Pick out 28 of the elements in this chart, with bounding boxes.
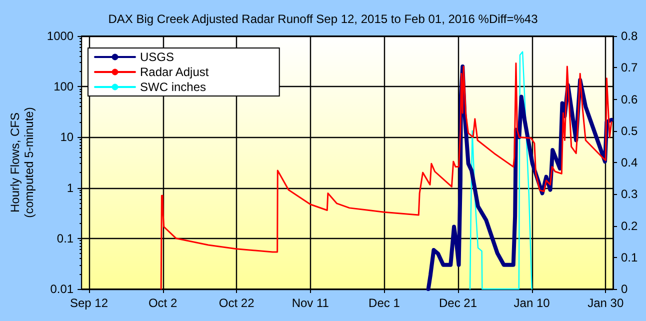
- y2-tick-label: 0: [621, 282, 628, 296]
- y-tick-label: 1: [66, 180, 74, 195]
- legend-label: SWC inches: [140, 80, 206, 94]
- y-tick-label: 10: [60, 130, 74, 144]
- legend-label: USGS: [140, 50, 174, 64]
- y2-tick-label: 0.1: [621, 250, 638, 264]
- x-tick-label: Oct 22: [218, 296, 255, 310]
- y-tick-label: 0.1: [56, 231, 74, 246]
- legend-label: Radar Adjust: [140, 65, 210, 79]
- y2-tick-label: 0.8: [621, 29, 638, 43]
- x-tick-label: Jan 10: [514, 296, 550, 310]
- y2-tick-label: 0.5: [621, 124, 638, 138]
- x-tick-label: Dec 1: [368, 296, 400, 310]
- x-tick-label: Jan 30: [588, 296, 624, 310]
- y2-tick-label: 0.3: [621, 187, 638, 202]
- x-tick-label: Dec 21: [438, 296, 478, 310]
- chart-title: DAX Big Creek Adjusted Radar Runoff Sep 12, 2015 to Feb 01, 2016 %Diff=%43: [108, 12, 538, 26]
- y2-tick-label: 0.7: [621, 60, 638, 75]
- x-tick-label: Nov 11: [292, 296, 330, 310]
- y-tick-label: 100: [54, 80, 74, 94]
- x-tick-label: Oct 2: [148, 296, 178, 310]
- y-axis-title: Hourly Flows, CFS (computed 5-minute): [8, 107, 36, 218]
- y2-tick-label: 0.2: [621, 218, 638, 233]
- y2-tick-label: 0.6: [621, 92, 638, 106]
- y-tick-label: 0.01: [50, 282, 74, 296]
- x-tick-label: Sep 12: [70, 296, 108, 310]
- y2-tick-label: 0.4: [621, 156, 638, 170]
- y-tick-label: 1000: [46, 29, 74, 43]
